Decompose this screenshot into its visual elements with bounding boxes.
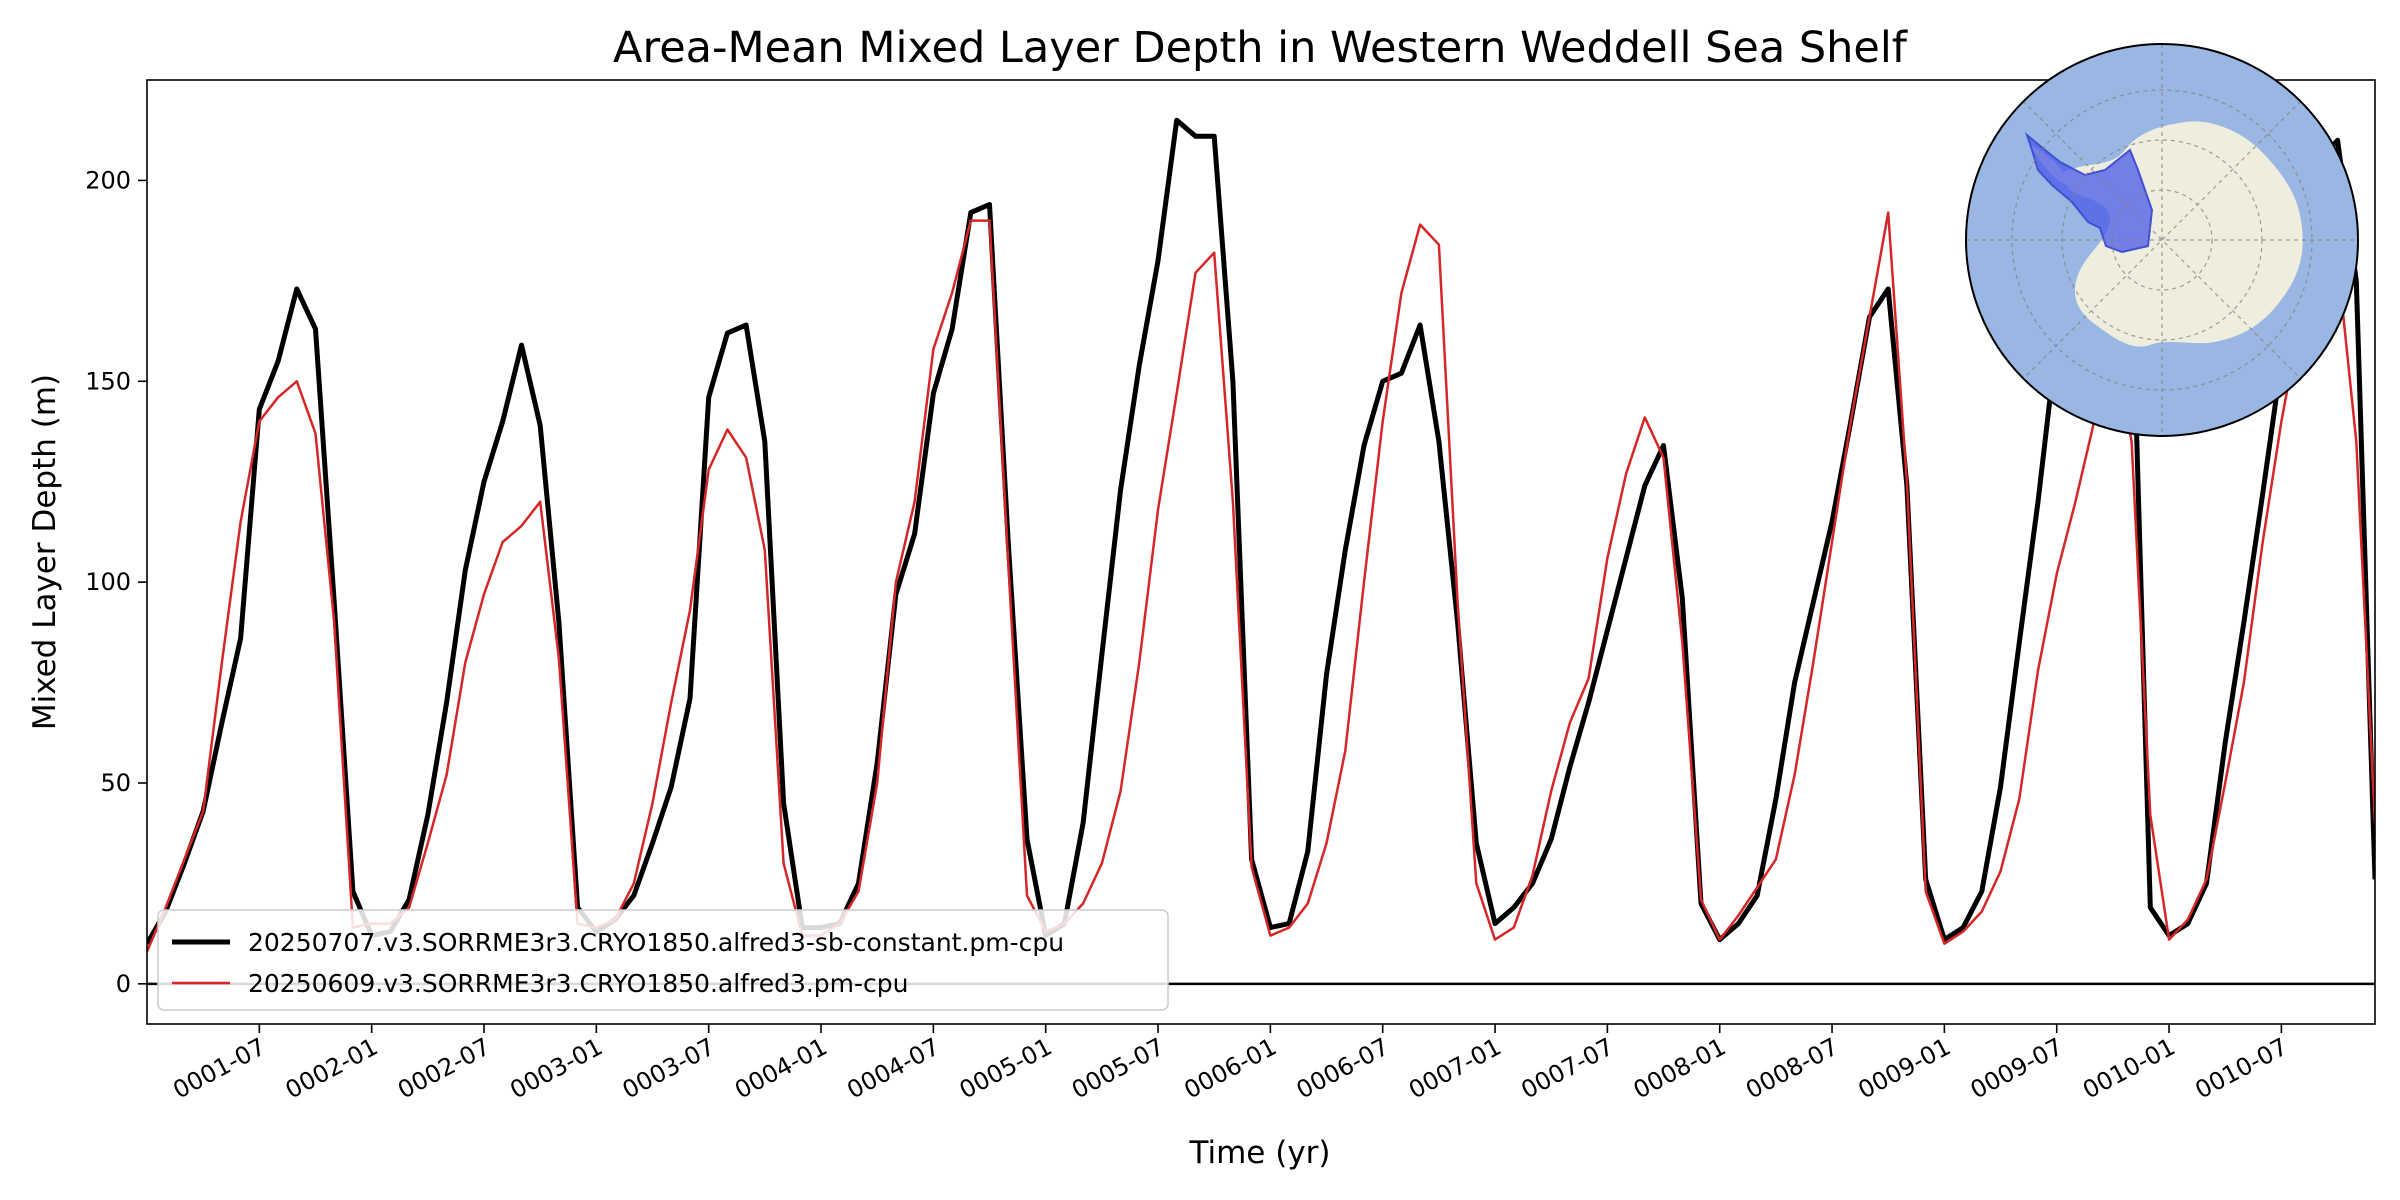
x-tick-label: 0009-07 xyxy=(1966,1033,2068,1105)
series-layer xyxy=(147,117,2375,953)
inset-map-content xyxy=(1966,44,2358,436)
graticule xyxy=(1966,44,2358,436)
y-tick-label: 50 xyxy=(100,769,131,797)
y-axis-label: Mixed Layer Depth (m) xyxy=(27,374,63,730)
x-tick-label: 0006-07 xyxy=(1292,1033,1394,1105)
x-axis-label: Time (yr) xyxy=(1189,1135,1331,1171)
x-tick-label: 0005-07 xyxy=(1067,1033,1169,1105)
x-tick-label: 0007-07 xyxy=(1516,1033,1618,1105)
x-tick-label: 0003-07 xyxy=(618,1033,720,1105)
y-axis: 0 50 100 150 200 xyxy=(85,166,147,998)
y-tick-label: 200 xyxy=(85,166,131,194)
series-line-2 xyxy=(147,211,2375,953)
inset-border xyxy=(1965,43,2359,437)
legend: 20250707.v3.SORRME3r3.CRYO1850.alfred3-s… xyxy=(157,909,1169,1011)
legend-label-series-2: 20250609.v3.SORRME3r3.CRYO1850.alfred3.p… xyxy=(248,969,909,998)
x-tick-label: 0008-07 xyxy=(1741,1033,1843,1105)
chart-title: Area-Mean Mixed Layer Depth in Western W… xyxy=(613,23,1908,73)
series-line-1 xyxy=(147,117,2375,945)
x-tick-label: 0003-01 xyxy=(505,1033,607,1105)
x-axis: 0001-07 0002-01 0002-07 0003-01 0003-07 0004-… xyxy=(168,1024,2292,1104)
x-tick-label: 0002-01 xyxy=(281,1033,383,1105)
x-tick-label: 0010-07 xyxy=(2191,1033,2293,1105)
x-tick-label: 0002-07 xyxy=(393,1033,495,1105)
y-tick-label: 100 xyxy=(85,568,131,596)
x-tick-label: 0005-01 xyxy=(955,1033,1057,1105)
x-tick-label: 0004-07 xyxy=(842,1033,944,1105)
x-tick-label: 0004-01 xyxy=(730,1033,832,1105)
x-tick-label: 0008-01 xyxy=(1629,1033,1731,1105)
inset-map xyxy=(1965,43,2359,437)
x-tick-label: 0010-01 xyxy=(2078,1033,2180,1105)
legend-box xyxy=(157,909,1169,1011)
weddell-sea-region xyxy=(2024,131,2154,254)
x-tick-label: 0001-07 xyxy=(168,1033,270,1105)
y-tick-label: 150 xyxy=(85,367,131,395)
y-tick-label: 0 xyxy=(116,970,131,998)
x-tick-label: 0009-01 xyxy=(1854,1033,1956,1105)
x-tick-label: 0007-01 xyxy=(1404,1033,1506,1105)
legend-label-series-1: 20250707.v3.SORRME3r3.CRYO1850.alfred3-s… xyxy=(248,928,1064,957)
x-tick-label: 0006-01 xyxy=(1179,1033,1281,1105)
plot-frame xyxy=(146,79,2376,1025)
